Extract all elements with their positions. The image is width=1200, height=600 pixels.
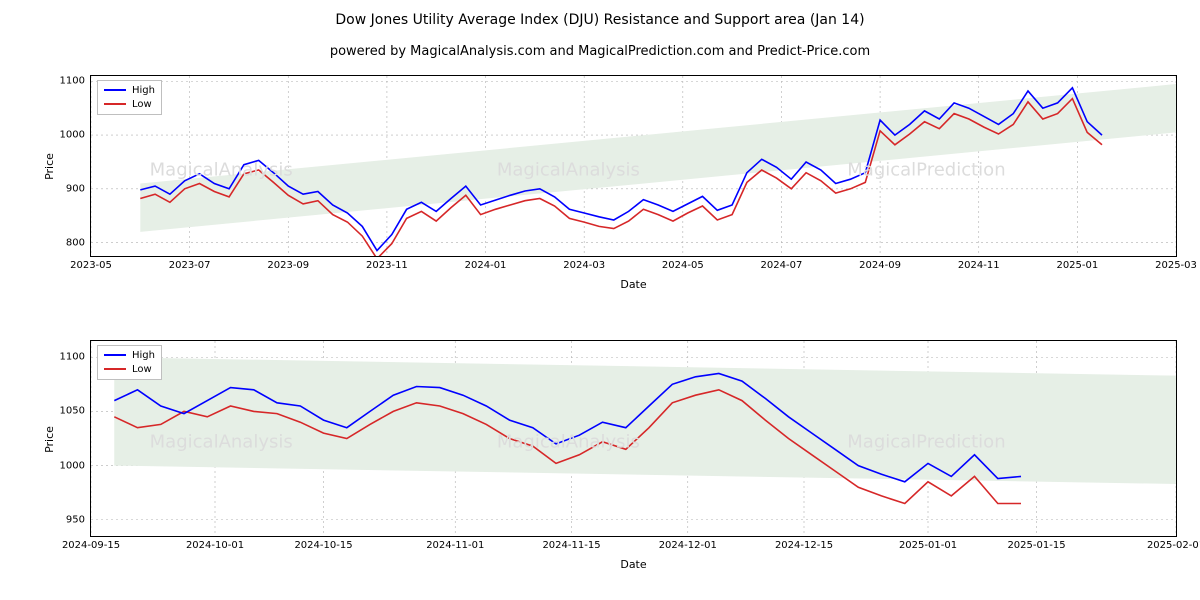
support-resistance-band	[114, 357, 1176, 484]
x-tick-label: 2025-01-15	[1007, 536, 1065, 551]
x-tick-label: 2023-11	[366, 256, 408, 271]
legend-label: High	[132, 350, 155, 361]
x-tick-label: 2024-10-15	[294, 536, 352, 551]
x-tick-label: 2024-01	[465, 256, 507, 271]
legend-item: High	[104, 83, 155, 97]
support-resistance-band	[140, 84, 1176, 232]
x-tick-label: 2024-11	[958, 256, 1000, 271]
x-tick-label: 2024-11-01	[426, 536, 484, 551]
legend: High Low	[97, 345, 162, 380]
y-tick-label: 950	[66, 514, 91, 525]
legend-color-line	[104, 354, 126, 356]
legend-label: High	[132, 85, 155, 96]
legend-label: Low	[132, 364, 152, 375]
y-tick-label: 900	[66, 183, 91, 194]
x-tick-label: 2023-07	[169, 256, 211, 271]
chart-panel-bottom: 9501000105011002024-09-152024-10-012024-…	[90, 340, 1177, 537]
x-tick-label: 2025-01-01	[899, 536, 957, 551]
chart-panel-top: 800900100011002023-052023-072023-092023-…	[90, 75, 1177, 257]
y-tick-label: 1100	[60, 76, 91, 87]
x-tick-label: 2024-07	[761, 256, 803, 271]
chart-svg	[91, 76, 1176, 256]
y-tick-label: 1000	[60, 130, 91, 141]
x-tick-label: 2024-05	[662, 256, 704, 271]
page-title: Dow Jones Utility Average Index (DJU) Re…	[0, 12, 1200, 28]
x-tick-label: 2023-05	[70, 256, 112, 271]
y-axis-label: Price	[43, 153, 56, 180]
x-tick-label: 2024-09-15	[62, 536, 120, 551]
y-tick-label: 1000	[60, 460, 91, 471]
x-tick-label: 2025-03	[1155, 256, 1197, 271]
x-tick-label: 2024-12-01	[659, 536, 717, 551]
y-tick-label: 1050	[60, 406, 91, 417]
legend-item: Low	[104, 97, 155, 111]
legend-color-line	[104, 368, 126, 370]
legend-item: High	[104, 348, 155, 362]
x-tick-label: 2024-12-15	[775, 536, 833, 551]
legend-color-line	[104, 89, 126, 91]
x-axis-label: Date	[91, 558, 1176, 571]
x-tick-label: 2025-02-01	[1147, 536, 1200, 551]
legend-label: Low	[132, 99, 152, 110]
legend: High Low	[97, 80, 162, 115]
y-tick-label: 1100	[60, 352, 91, 363]
y-axis-label: Price	[43, 426, 56, 453]
x-tick-label: 2025-01	[1056, 256, 1098, 271]
x-tick-label: 2024-09	[859, 256, 901, 271]
legend-item: Low	[104, 362, 155, 376]
x-axis-label: Date	[91, 278, 1176, 291]
x-tick-label: 2024-11-15	[542, 536, 600, 551]
x-tick-label: 2024-10-01	[186, 536, 244, 551]
chart-svg	[91, 341, 1176, 536]
legend-color-line	[104, 103, 126, 105]
x-tick-label: 2023-09	[267, 256, 309, 271]
page-subtitle: powered by MagicalAnalysis.com and Magic…	[0, 44, 1200, 59]
x-tick-label: 2024-03	[563, 256, 605, 271]
y-tick-label: 800	[66, 237, 91, 248]
